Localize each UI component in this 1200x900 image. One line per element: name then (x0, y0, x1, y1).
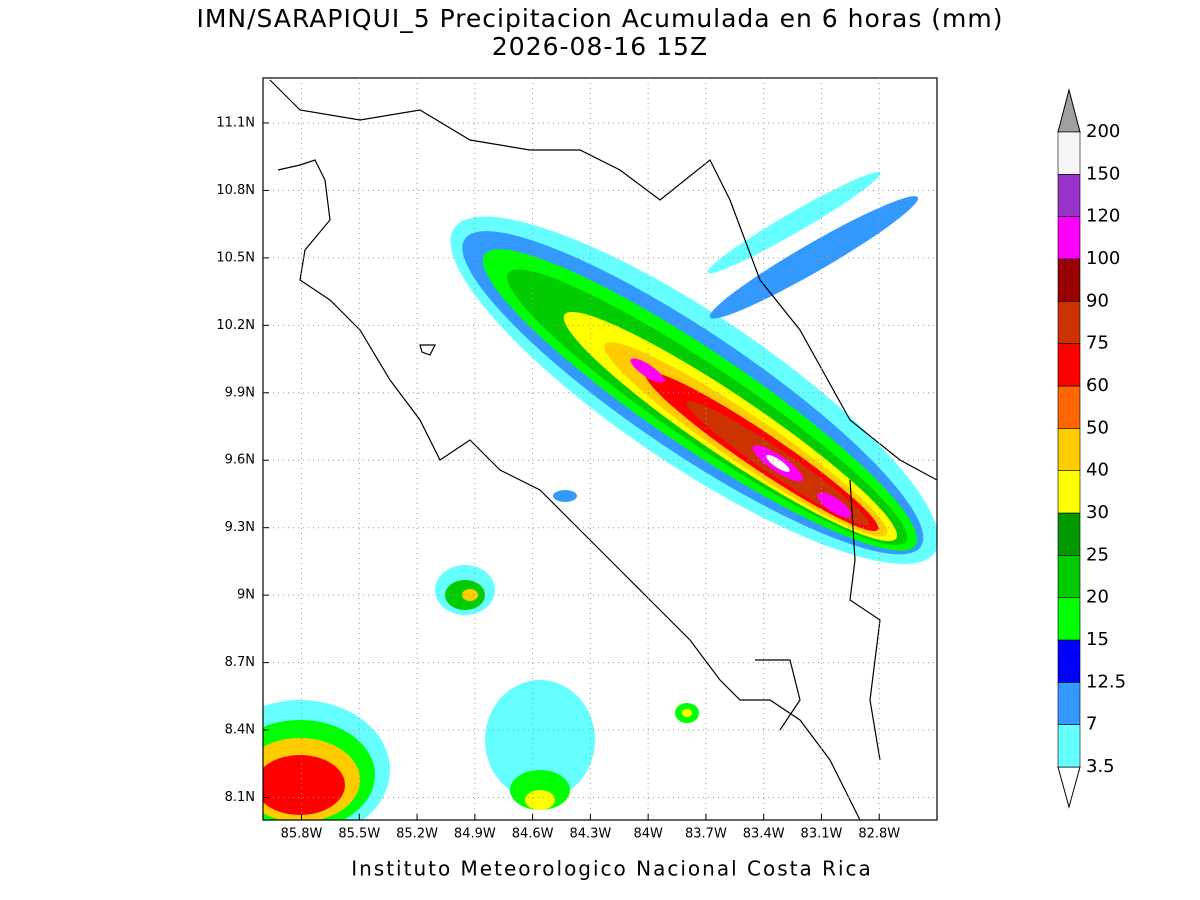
colorbar-label: 150 (1086, 163, 1120, 184)
coastline (269, 79, 937, 820)
y-tick-label: 10.5N (216, 250, 255, 265)
x-tick-label: 84.3W (569, 827, 611, 842)
colorbar-box (1057, 597, 1081, 641)
colorbar-box (1057, 301, 1081, 344)
colorbar-box (1057, 512, 1081, 556)
y-tick-label: 8.7N (225, 655, 255, 670)
colorbar-box (1057, 343, 1081, 387)
colorbar-label: 25 (1086, 544, 1109, 565)
colorbar-label: 60 (1086, 375, 1109, 396)
colorbar-box (1057, 428, 1081, 471)
colorbar-label: 15 (1086, 629, 1109, 650)
colorbar-label: 3.5 (1086, 756, 1115, 777)
precipitation-field (263, 171, 937, 820)
x-tick-label: 85.8W (281, 827, 323, 842)
plot-frame (262, 77, 938, 821)
colorbar-label: 12.5 (1086, 671, 1126, 692)
colorbar-box (1057, 174, 1081, 217)
colorbar-box (1057, 258, 1081, 302)
footer: Instituto Meteorologico Nacional Costa R… (351, 857, 873, 881)
x-tick-label: 85.2W (396, 827, 438, 842)
y-tick-label: 10.8N (216, 183, 255, 198)
colorbar-box (1057, 385, 1081, 429)
colorbar-label: 20 (1086, 587, 1109, 608)
y-tick-label: 9.9N (225, 385, 255, 400)
colorbar-over (1057, 88, 1081, 133)
colorbar-label: 75 (1086, 333, 1109, 354)
colorbar-label: 50 (1086, 417, 1109, 438)
y-tick-label: 8.4N (225, 723, 255, 738)
colorbar-label: 200 (1086, 121, 1120, 142)
colorbar-box (1057, 131, 1081, 175)
x-tick-label: 84W (633, 827, 663, 842)
x-tick-label: 82.8W (858, 827, 900, 842)
y-tick-label: 8.1N (225, 790, 255, 805)
x-tick-label: 84.9W (454, 827, 496, 842)
colorbar-box (1057, 639, 1081, 683)
x-tick-label: 83.4W (743, 827, 785, 842)
colorbar-label: 7 (1086, 714, 1097, 735)
x-tick-label: 83.7W (685, 827, 727, 842)
x-tick-label: 84.6W (512, 827, 554, 842)
colorbar-label: 30 (1086, 502, 1109, 523)
map-title: IMN/SARAPIQUI_5 Precipitacion Acumulada … (196, 4, 1003, 33)
colorbar-under (1057, 766, 1081, 809)
colorbar-label: 100 (1086, 248, 1120, 269)
x-tick-label: 83.1W (801, 827, 843, 842)
colorbar-box (1057, 724, 1081, 768)
colorbar-label: 40 (1086, 460, 1109, 481)
colorbar-box (1057, 470, 1081, 514)
y-tick-label: 9.3N (225, 520, 255, 535)
y-tick-label: 10.2N (216, 318, 255, 333)
y-tick-label: 9N (237, 588, 255, 603)
colorbar-box (1057, 555, 1081, 598)
colorbar-box (1057, 682, 1081, 725)
x-tick-label: 85.5W (338, 827, 380, 842)
colorbar-box (1057, 216, 1081, 260)
y-tick-label: 9.6N (225, 453, 255, 468)
y-tick-label: 11.1N (216, 115, 255, 130)
colorbar-label: 90 (1086, 290, 1109, 311)
map-subtitle: 2026-08-16 15Z (492, 32, 708, 61)
colorbar-label: 120 (1086, 206, 1120, 227)
